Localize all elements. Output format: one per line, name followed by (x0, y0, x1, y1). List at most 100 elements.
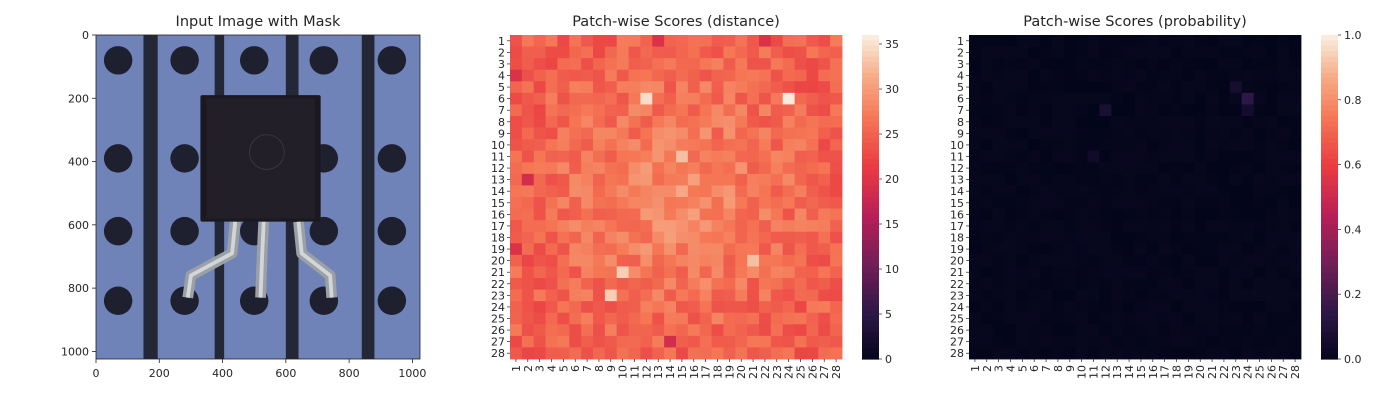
heatmap-cell (664, 347, 677, 360)
heatmap-cell (569, 347, 582, 360)
heatmap-cell (628, 347, 641, 360)
heatmap-cell (794, 289, 807, 302)
heatmap-cell (1146, 92, 1160, 105)
heatmap-cell (806, 162, 819, 175)
row-label: 16 (950, 208, 964, 221)
heatmap-cell (1063, 81, 1077, 94)
heatmap-cell (687, 69, 701, 82)
row-label: 12 (491, 162, 505, 175)
heatmap-cell (1135, 139, 1148, 152)
heatmap-cell (616, 185, 629, 198)
colorbar-segment (862, 353, 879, 360)
heatmap-cell (1194, 289, 1207, 302)
heatmap-cell (794, 104, 807, 117)
heatmap-cell (1004, 46, 1017, 59)
heatmap-cell (723, 243, 736, 256)
colorbar-tick-label: 35 (885, 38, 899, 51)
heatmap-cell (1146, 254, 1160, 267)
heatmap-cell (1063, 197, 1077, 209)
heatmap-cell (723, 162, 736, 175)
heatmap-cell (782, 150, 795, 163)
heatmap-cell (1063, 208, 1077, 221)
row-label: 18 (950, 232, 964, 245)
col-label: 27 (818, 365, 831, 379)
heatmap-cell (676, 289, 689, 302)
y-tick-label: 400 (68, 156, 89, 169)
heatmap-cell (1123, 104, 1136, 117)
heatmap-cell (616, 220, 629, 233)
heatmap-cell (711, 116, 724, 128)
heatmap-cell (969, 35, 982, 47)
heatmap-cell (1229, 266, 1243, 279)
heatmap-cell (581, 173, 594, 186)
heatmap-cell (1075, 81, 1088, 94)
heatmap-cell (616, 301, 629, 314)
heatmap-cell (1229, 150, 1243, 163)
heatmap-cell (1229, 289, 1243, 302)
heatmap-cell (604, 289, 618, 302)
heatmap-cell (1158, 35, 1171, 47)
heatmap-cell (969, 81, 982, 94)
heatmap-cell (569, 104, 582, 117)
colorbar-segment (862, 72, 879, 79)
heatmap-cell (1158, 312, 1171, 325)
heatmap-cell (992, 35, 1005, 47)
heatmap-cell (1241, 173, 1254, 186)
heatmap-cell (1146, 324, 1160, 337)
heatmap-cell (581, 46, 594, 59)
heatmap-cell (782, 208, 795, 221)
heatmap-cell (616, 58, 629, 71)
col-label: 26 (1265, 365, 1278, 379)
heatmap-cell (992, 127, 1005, 140)
heatmap-cell (830, 347, 843, 360)
heatmap-cell (616, 69, 629, 82)
heatmap-cell (1004, 243, 1017, 256)
heatmap-cell (980, 92, 994, 105)
heatmap-cell (699, 324, 712, 337)
heatmap-cell (1075, 243, 1088, 256)
heatmap-cell (770, 173, 784, 186)
heatmap-cell (1004, 150, 1017, 163)
heatmap-cell (1253, 104, 1266, 117)
colorbar-segment (1321, 224, 1338, 230)
heatmap-cell (969, 312, 982, 325)
heatmap-cell (806, 173, 819, 186)
heatmap-cell (782, 58, 795, 71)
heatmap-cell (581, 220, 594, 233)
heatmap-cell (969, 150, 982, 163)
heatmap-cell (521, 173, 535, 186)
heatmap-cell (1087, 324, 1100, 337)
heatmap-cell (747, 139, 760, 152)
heatmap-cell (1218, 335, 1231, 348)
heatmap-cell (723, 69, 736, 82)
heatmap-cell (652, 220, 665, 233)
heatmap-cell (782, 243, 795, 256)
heatmap-cell (1075, 185, 1088, 198)
heatmap-cell (1052, 289, 1065, 302)
col-label: 16 (688, 365, 701, 379)
heatmap-cell (1016, 92, 1029, 105)
heatmap-cell (1028, 324, 1041, 337)
colorbar-segment (862, 56, 879, 63)
heatmap-cell (1206, 69, 1219, 82)
heatmap-cell (1075, 231, 1088, 244)
row-label: 28 (491, 347, 505, 360)
heatmap-cell (1135, 127, 1148, 140)
heatmap-cell (640, 162, 653, 175)
heatmap-cell (604, 266, 618, 279)
heatmap-cell (992, 116, 1005, 128)
heatmap-cell (1206, 266, 1219, 279)
heatmap-cell (699, 197, 712, 209)
heatmap-cell (1123, 266, 1136, 279)
heatmap-cell (640, 92, 653, 105)
heatmap-cell (794, 69, 807, 82)
colorbar-segment (1321, 240, 1338, 247)
row-label: 3 (957, 58, 964, 71)
heatmap-cell (652, 278, 665, 290)
heatmap-cell (699, 127, 712, 140)
x-tick-label: 1000 (398, 367, 426, 380)
colorbar-segment (862, 170, 879, 176)
heatmap-cell (640, 35, 653, 47)
heatmap-cell (581, 104, 594, 117)
heatmap-cell (1123, 58, 1136, 71)
